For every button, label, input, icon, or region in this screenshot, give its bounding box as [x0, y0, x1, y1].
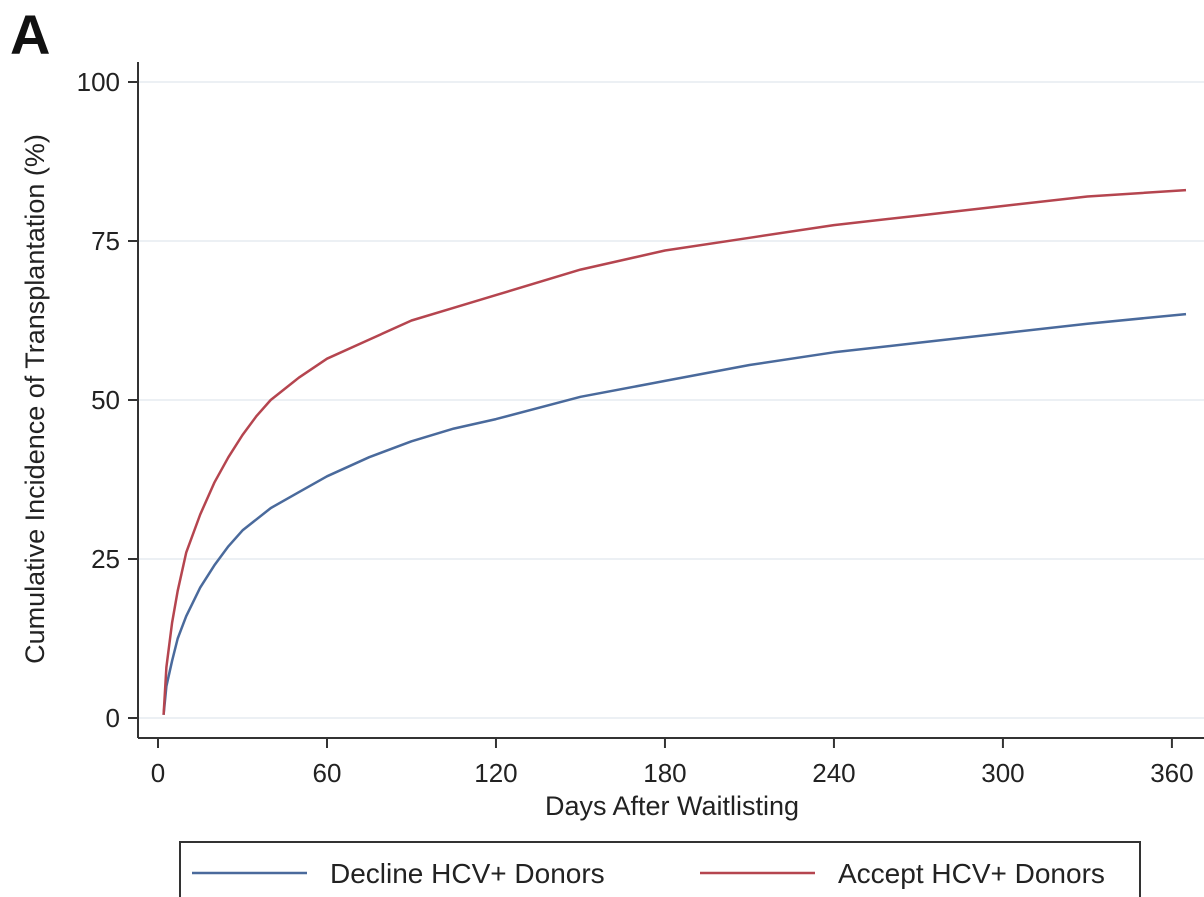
- legend: Decline HCV+ Donors Accept HCV+ Donors: [179, 841, 1141, 897]
- x-tick-label: 180: [643, 758, 686, 788]
- y-axis-title: Cumulative Incidence of Transplantation …: [20, 134, 50, 664]
- ticks: 0 25 50 75 100 0 60 120 180 240 300 360: [77, 67, 1194, 788]
- series-line-accept: [162, 188, 1187, 715]
- x-tick-label: 60: [313, 758, 342, 788]
- legend-label-decline: Decline HCV+ Donors: [330, 858, 605, 889]
- y-tick-label: 0: [106, 703, 120, 733]
- x-tick-label: 240: [812, 758, 855, 788]
- legend-box: [179, 841, 1141, 897]
- y-tick-label: 50: [91, 385, 120, 415]
- x-tick-label: 300: [981, 758, 1024, 788]
- y-tick-label: 100: [77, 67, 120, 97]
- y-tick-label: 25: [91, 544, 120, 574]
- series-lines: [162, 188, 1187, 715]
- x-tick-label: 0: [151, 758, 165, 788]
- y-tick-label: 75: [91, 226, 120, 256]
- panel-label: A: [10, 3, 51, 66]
- x-tick-label: 120: [474, 758, 517, 788]
- x-axis-title: Days After Waitlisting: [545, 791, 799, 821]
- series-line-decline: [162, 312, 1187, 715]
- grid-lines: [138, 81, 1204, 719]
- legend-label-accept: Accept HCV+ Donors: [838, 858, 1105, 889]
- x-tick-label: 360: [1150, 758, 1193, 788]
